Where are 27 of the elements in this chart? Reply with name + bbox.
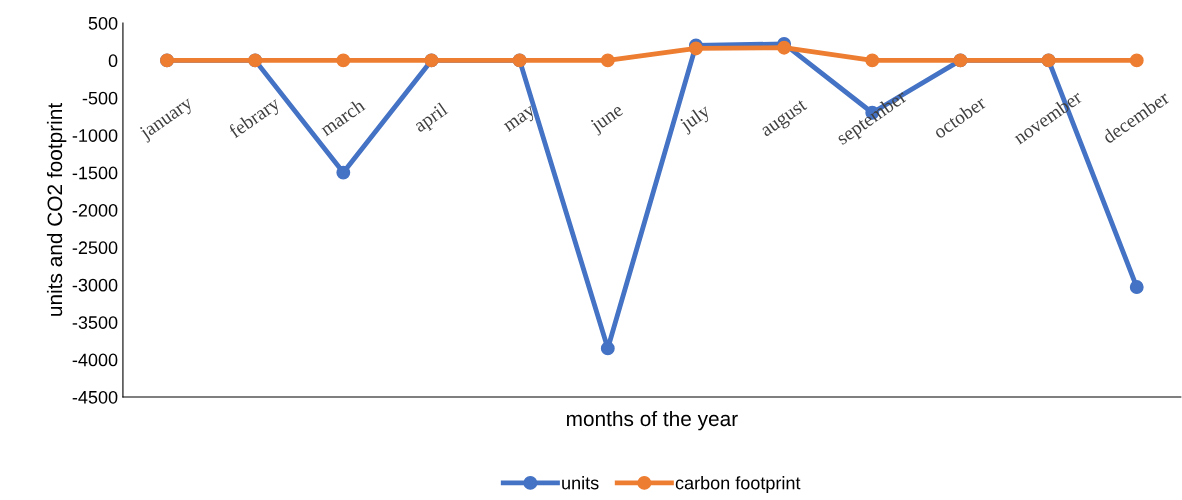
point: [777, 40, 792, 55]
point: [1129, 280, 1144, 294]
legend-label: carbon footprint: [675, 476, 801, 493]
point: [1129, 53, 1144, 68]
x-axis-title: months of the year: [566, 410, 738, 431]
y-tick-label: -1000: [72, 129, 118, 142]
x-tick-label: june: [588, 102, 627, 136]
y-tick-label: -2500: [72, 241, 118, 255]
point: [865, 53, 880, 68]
y-tick-label: -4500: [72, 390, 118, 404]
point: [336, 165, 351, 180]
point: [336, 53, 351, 68]
y-tick-label: -3500: [72, 316, 118, 329]
y-tick-label: -4000: [72, 353, 118, 367]
y-tick-label: 0: [108, 54, 118, 68]
y-tick-label: -2000: [72, 203, 118, 217]
x-tick-label: july: [678, 102, 714, 135]
y-tick-label: -500: [82, 91, 118, 105]
x-tick-label: may: [503, 105, 539, 136]
y-tick-label: -1500: [72, 166, 118, 180]
x-tick-label: april: [412, 101, 451, 136]
legend-label: units: [562, 476, 599, 490]
y-tick-label: 500: [88, 16, 118, 30]
point: [600, 341, 615, 356]
y-axis-title: units and CO2 footprint: [46, 103, 67, 316]
point: [600, 53, 615, 68]
y-tick-label: -3000: [72, 278, 118, 292]
